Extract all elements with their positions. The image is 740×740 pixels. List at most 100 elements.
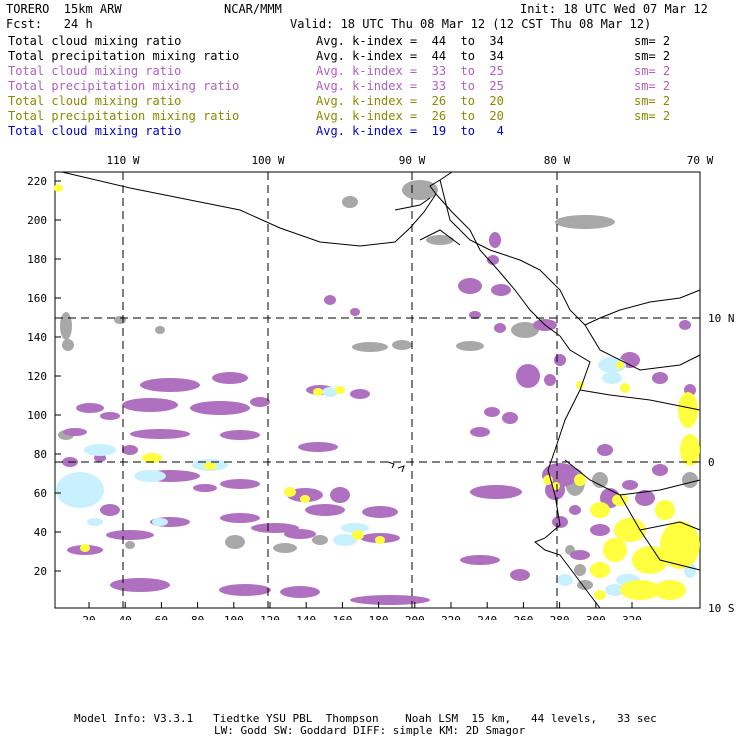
legend-smoothing: sm= 2 [634, 64, 671, 78]
legend-kindex: Avg. k-index = 26 to 20 [316, 94, 504, 108]
purple-cloud-patch [484, 407, 500, 417]
yellow-cloud-patch [142, 453, 162, 463]
purple-cloud-patch [251, 523, 299, 533]
yellow-cloud-patch [352, 530, 364, 540]
y-tick-label: 200 [27, 214, 47, 227]
purple-cloud-patch [569, 505, 581, 515]
purple-cloud-patch [212, 372, 248, 384]
legend-row: Total cloud mixing ratio Avg. k-index = 1… [8, 124, 728, 138]
lightblue-cloud-patch [598, 357, 626, 373]
yellow-cloud-patch [620, 580, 660, 600]
x-tick-label: 100 [224, 614, 244, 620]
legend-field: Total cloud mixing ratio [8, 34, 182, 48]
x-tick-label: 120 [260, 614, 280, 620]
x-tick-label: 40 [119, 614, 132, 620]
purple-cloud-patch [193, 484, 217, 492]
lightblue-cloud-patch [84, 444, 116, 456]
legend-kindex: Avg. k-index = 19 to 4 [316, 124, 504, 138]
x-tick-label: 60 [155, 614, 168, 620]
yellow-cloud-patch [678, 392, 698, 428]
legend-row: Total cloud mixing ratio Avg. k-index = 2… [8, 94, 728, 108]
x-tick-label: 220 [441, 614, 461, 620]
yellow-cloud-patch [603, 538, 627, 562]
gray-cloud-patch [456, 341, 484, 351]
yellow-cloud-patch [594, 590, 606, 600]
x-tick-label: 140 [296, 614, 316, 620]
legend-smoothing: sm= 2 [634, 94, 671, 108]
purple-cloud-patch [76, 403, 104, 413]
longitude-label: 70 W [687, 154, 714, 167]
gray-cloud-patch [682, 472, 698, 488]
gray-cloud-patch [392, 340, 412, 350]
border-7 [639, 521, 701, 531]
purple-cloud-patch [100, 412, 120, 420]
yellow-cloud-patch [660, 521, 700, 569]
gray-cloud-patch [426, 235, 454, 245]
organization: NCAR/MMM [224, 2, 282, 16]
latitude-label: 0 [708, 456, 715, 469]
lightblue-cloud-patch [605, 584, 625, 596]
purple-cloud-patch [220, 513, 260, 523]
purple-cloud-patch [554, 354, 566, 366]
latitude-label: 10 S [708, 602, 735, 615]
legend-row: Total cloud mixing ratio Avg. k-index = 4… [8, 34, 728, 48]
longitude-label: 110 W [106, 154, 139, 167]
legend-smoothing: sm= 2 [634, 34, 671, 48]
legend-kindex: Avg. k-index = 33 to 25 [316, 64, 504, 78]
purple-cloud-patch [679, 320, 691, 330]
galapagos [387, 461, 405, 473]
gray-cloud-patch [125, 541, 135, 549]
purple-cloud-patch [590, 524, 610, 536]
yellow-cloud-patch [590, 502, 610, 518]
purple-cloud-patch [220, 430, 260, 440]
legend-kindex: Avg. k-index = 44 to 34 [316, 34, 504, 48]
purple-cloud-patch [460, 555, 500, 565]
model-name: TORERO 15km ARW [6, 2, 122, 16]
purple-cloud-patch [502, 412, 518, 424]
purple-cloud-patch [220, 479, 260, 489]
legend-field: Total precipitation mixing ratio [8, 49, 240, 63]
legend-smoothing: sm= 2 [634, 109, 671, 123]
y-tick-label: 80 [34, 448, 47, 461]
y-tick-label: 180 [27, 253, 47, 266]
purple-cloud-patch [130, 429, 190, 439]
legend-field: Total cloud mixing ratio [8, 94, 182, 108]
yellow-cloud-patch [313, 388, 323, 396]
gray-cloud-patch [511, 322, 539, 338]
gray-cloud-patch [155, 326, 165, 334]
purple-cloud-patch [652, 372, 668, 384]
purple-cloud-patch [250, 397, 270, 407]
purple-cloud-patch [491, 284, 511, 296]
purple-cloud-patch [487, 255, 499, 265]
legend-row: Total precipitation mixing ratio Avg. k-i… [8, 109, 728, 123]
yellow-cloud-patch [590, 562, 610, 578]
lightblue-cloud-patch [56, 472, 104, 508]
purple-cloud-patch [350, 595, 430, 605]
border-3 [584, 324, 701, 371]
purple-cloud-patch [470, 485, 522, 499]
yellow-cloud-patch [204, 462, 216, 470]
y-tick-label: 100 [27, 409, 47, 422]
yellow-cloud-patch [614, 518, 646, 542]
x-tick-label: 280 [550, 614, 570, 620]
y-tick-label: 20 [34, 565, 47, 578]
map-plot: 2040608010012014016018020022024026028030… [27, 154, 735, 620]
purple-cloud-patch [122, 445, 138, 455]
yellow-cloud-patch [284, 487, 296, 497]
purple-cloud-patch [350, 389, 370, 399]
lightblue-cloud-patch [134, 470, 166, 482]
purple-cloud-patch [458, 278, 482, 294]
purple-cloud-patch [516, 364, 540, 388]
purple-cloud-patch [94, 454, 106, 462]
latitude-label: 10 N [708, 312, 735, 325]
x-tick-label: 320 [622, 614, 642, 620]
legend-row: Total precipitation mixing ratio Avg. k-i… [8, 79, 728, 93]
purple-cloud-patch [330, 487, 350, 503]
border-4 [579, 389, 701, 411]
purple-cloud-patch [489, 232, 501, 248]
purple-cloud-patch [350, 308, 360, 316]
purple-cloud-patch [280, 586, 320, 598]
yellow-cloud-patch [654, 580, 686, 600]
x-axis: 20 40 60 80 100 120 140 160 180 200 220 240 260 280 30… [82, 602, 642, 620]
purple-cloud-patch [219, 584, 271, 596]
